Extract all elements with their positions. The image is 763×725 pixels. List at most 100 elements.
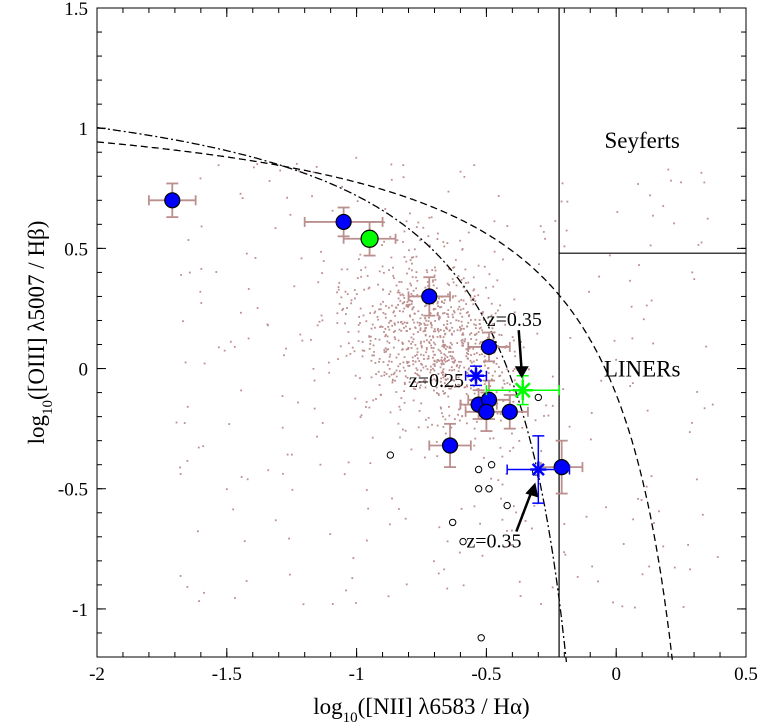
background-dot [403,301,406,303]
background-dot [457,275,460,277]
background-dot [382,361,385,363]
background-dot [424,286,427,289]
background-dot [446,377,449,380]
background-dot [418,381,421,383]
background-dot [504,323,507,326]
background-dot [448,369,451,372]
background-dot [433,365,436,367]
background-dot [327,361,330,364]
background-dot [356,200,359,203]
background-dot [634,606,636,609]
annotation-arrow [515,489,534,532]
background-dot [458,305,461,308]
background-dot [479,522,481,525]
background-dot [429,369,432,371]
background-dot [407,348,410,350]
background-dot [478,319,481,321]
background-dot [450,366,453,369]
background-dot [433,560,435,563]
background-dot [419,329,422,331]
background-dot [700,241,703,244]
background-dot [197,530,199,533]
background-dot [339,345,342,348]
background-dot [496,412,499,415]
background-dot [402,241,404,243]
background-dot [459,239,462,242]
background-dot [450,379,453,382]
background-dot [442,376,445,379]
background-dot [446,345,449,348]
background-dot [415,271,418,274]
background-dot [439,336,442,339]
background-dot [378,357,381,360]
background-dot [447,293,449,296]
background-dot [351,577,354,580]
background-dot [268,180,271,182]
background-dot [437,232,439,235]
background-dot [370,376,373,379]
background-dot [542,231,545,233]
background-dot [392,346,395,349]
background-dot [388,367,391,370]
background-dot [438,526,441,529]
background-dot [448,414,451,417]
background-dot [563,551,565,554]
background-dot [404,517,407,520]
background-dot [491,374,494,377]
background-dot [391,497,393,500]
background-dot [402,326,405,329]
background-dot [424,327,427,329]
background-dot [519,595,522,598]
background-dot [410,284,413,287]
background-dot [453,361,455,364]
background-dot [441,373,444,376]
background-dot [474,437,477,440]
background-dot [387,306,390,309]
background-dot [256,307,259,309]
background-dot [439,380,442,383]
background-dot [454,295,457,297]
background-dot [397,365,400,368]
background-dot [431,280,434,283]
background-dot [426,281,429,284]
background-dot [232,508,235,511]
background-dot [499,413,502,415]
background-dot [267,469,270,472]
background-dot [518,580,521,583]
background-dot [462,584,465,587]
background-dot [379,326,382,328]
open-circle-point [386,451,395,459]
background-dot [378,270,381,273]
background-dot [466,375,469,378]
background-dot [433,360,436,363]
background-dot [472,360,475,363]
background-dot [452,316,454,319]
background-dot [473,323,476,326]
background-dot [368,347,371,350]
background-dot [420,353,422,356]
background-dot [412,289,415,292]
background-dot [397,289,400,292]
background-dot [402,294,405,297]
background-dot [696,478,698,481]
background-dot [415,276,417,279]
blue-filled-point [164,192,181,209]
background-dot [437,348,440,351]
background-dot [448,405,450,408]
background-dot [411,318,414,321]
background-dot [512,505,515,508]
background-dot [407,305,410,307]
background-dot [447,190,450,193]
background-dot [416,373,419,376]
background-dot [450,387,452,390]
background-dot [438,360,441,362]
background-dot [441,412,443,415]
background-dot [459,364,461,367]
background-dot [439,335,442,337]
background-dot [462,344,464,347]
background-dot [482,318,485,321]
background-dot [650,299,653,302]
background-dot [494,312,497,315]
background-dot [424,386,427,389]
background-dot [439,306,441,309]
